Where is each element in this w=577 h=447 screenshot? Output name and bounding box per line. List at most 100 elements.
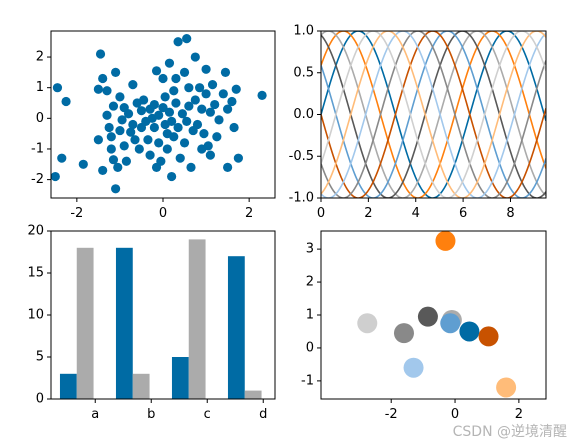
scatter-point — [130, 135, 140, 145]
scatter-point — [57, 153, 67, 163]
markers-xtick-label: 0 — [451, 407, 459, 422]
scatter-point — [113, 162, 123, 172]
sine-series-line — [321, 31, 546, 198]
scatter-point — [149, 99, 159, 110]
scatter-point — [98, 73, 108, 84]
scatter-point — [115, 92, 125, 102]
scatter-point — [158, 103, 168, 113]
marker-point — [459, 321, 480, 342]
scatter-point — [186, 162, 196, 172]
scatter-point — [119, 141, 129, 151]
scatter-point — [220, 67, 231, 77]
marker-point — [440, 313, 461, 334]
scatter-point — [201, 64, 211, 74]
scatter-point — [149, 122, 159, 133]
markers-xtick-label: -2 — [385, 407, 398, 422]
scatter-point — [173, 37, 183, 47]
scatter-point — [190, 52, 200, 62]
scatter-point — [162, 144, 172, 154]
scatter-xtick-label: 2 — [245, 206, 253, 221]
scatter-point — [201, 89, 211, 99]
scatter-point — [104, 122, 114, 133]
sine-series-line — [321, 31, 546, 198]
bars-xtick-label: d — [259, 407, 267, 422]
scatter-point — [179, 138, 190, 148]
markers-xtick-label: 2 — [515, 407, 523, 422]
scatter-point — [205, 150, 215, 160]
marker-point — [403, 357, 424, 378]
scatter-point — [52, 83, 63, 93]
scatter-point — [203, 141, 213, 151]
scatter-point — [171, 98, 181, 108]
marker-point — [496, 377, 517, 398]
sine-series-line — [321, 31, 546, 198]
lines-xtick-label: 0 — [317, 206, 325, 221]
scatter-point — [111, 184, 121, 194]
bars-xtick-label: a — [91, 407, 99, 422]
scatter-point — [154, 110, 164, 120]
marker-point — [435, 230, 456, 251]
scatter-point — [182, 116, 192, 126]
markers-ytick-label: 2 — [306, 275, 314, 290]
scatter-point — [98, 165, 108, 176]
lines-xtick-label: 2 — [364, 206, 372, 221]
bars-xtick-label: b — [147, 407, 155, 422]
lines-xtick-label: 6 — [459, 206, 467, 221]
scatter-ytick-label: 1 — [36, 80, 44, 95]
bars-ytick-label: 5 — [36, 350, 44, 365]
scatter-ytick-label: -2 — [31, 172, 44, 187]
scatter-point — [78, 159, 88, 169]
scatter-point — [145, 150, 155, 160]
scatter-point — [190, 95, 200, 105]
scatter-point — [111, 67, 121, 77]
lines-xtick-label: 4 — [412, 206, 420, 221]
scatter-point — [175, 153, 185, 163]
lines-ytick-label: 0.5 — [293, 65, 314, 80]
scatter-point — [177, 109, 187, 119]
scatter-point — [218, 89, 228, 99]
scatter-point — [134, 144, 144, 154]
scatter-point — [117, 115, 127, 125]
scatter-point — [143, 135, 153, 145]
scatter-point — [169, 86, 179, 96]
scatter-point — [227, 96, 237, 107]
scatter-point — [93, 84, 103, 94]
scatter-point — [156, 156, 166, 166]
marker-point — [357, 313, 378, 334]
bar — [227, 256, 245, 399]
markers-ytick-label: 1 — [306, 308, 314, 323]
bar — [244, 390, 262, 399]
bar — [188, 239, 206, 399]
scatter-point — [197, 104, 207, 114]
bars-xtick-label: c — [204, 407, 211, 422]
scatter-point — [128, 80, 138, 90]
lines-xtick-label: 8 — [506, 206, 514, 221]
lines-ytick-label: -0.5 — [289, 149, 314, 164]
scatter-point — [106, 132, 116, 142]
scatter-point — [136, 106, 147, 116]
scatter-point — [106, 144, 116, 154]
bar — [59, 373, 77, 399]
scatter-point — [223, 104, 233, 114]
scatter-point — [154, 138, 164, 148]
scatter-point — [231, 84, 241, 94]
scatter-point — [184, 101, 194, 111]
scatter-point — [95, 49, 106, 59]
scatter-ytick-label: 2 — [36, 50, 44, 65]
scatter-point — [171, 73, 181, 84]
watermark-text: CSDN @逆境清醒 — [452, 424, 567, 440]
scatter-point — [108, 155, 119, 165]
scatter-point — [167, 116, 177, 126]
bars-ytick-label: 20 — [27, 224, 44, 239]
scatter-point — [205, 107, 215, 117]
sine-series-line — [321, 31, 546, 198]
lines-ytick-label: 0.0 — [293, 107, 314, 122]
scatter-point — [169, 132, 179, 142]
scatter-point — [214, 115, 224, 125]
scatter-xtick-label: -2 — [70, 206, 83, 221]
scatter-point — [257, 90, 267, 100]
bar — [115, 247, 133, 399]
scatter-point — [199, 129, 209, 139]
marker-point — [417, 306, 438, 327]
